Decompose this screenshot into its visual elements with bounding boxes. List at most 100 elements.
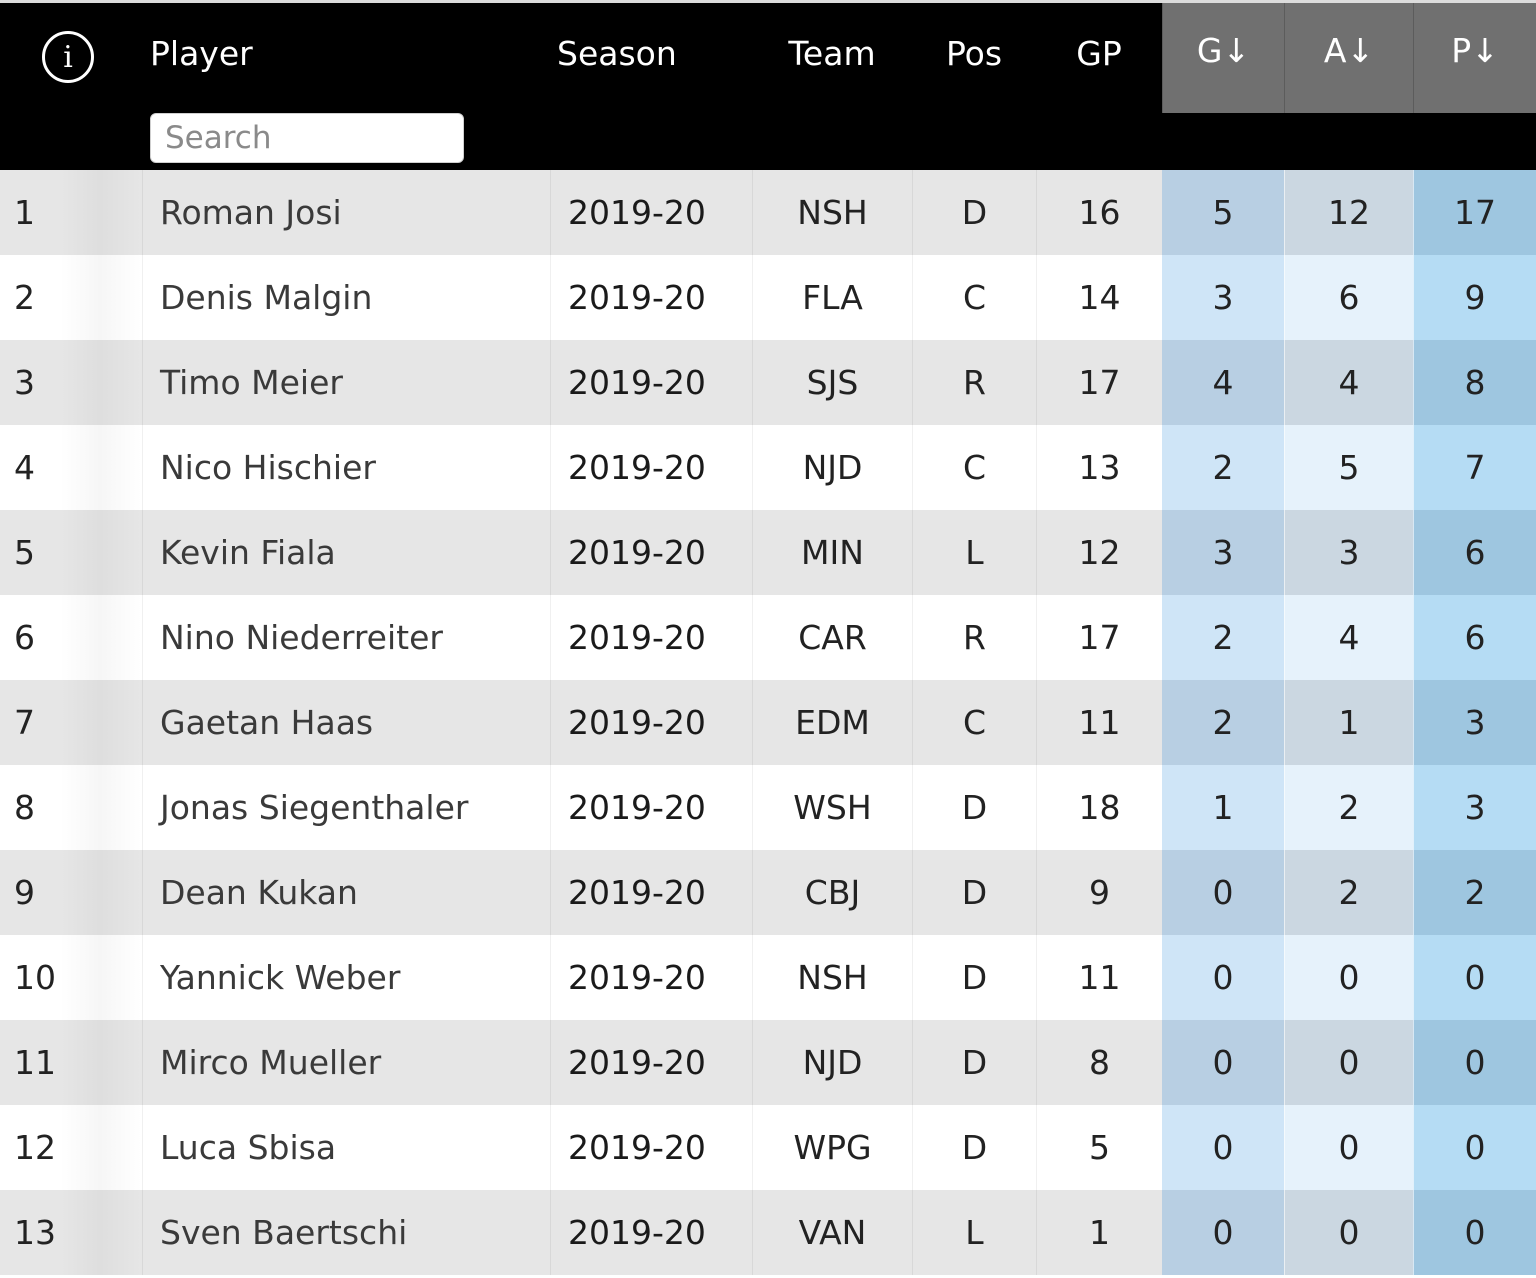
assists-cell: 0 (1284, 1190, 1413, 1275)
rank-cell: 11 (14, 1043, 56, 1082)
rank-shade (0, 680, 142, 765)
player-name-cell: Roman Josi (142, 170, 550, 255)
games-played-cell: 5 (1036, 1105, 1162, 1190)
season-cell: 2019-20 (550, 850, 752, 935)
team-cell: NSH (752, 170, 912, 255)
season-cell: 2019-20 (550, 1190, 752, 1275)
rank-shade (0, 340, 142, 425)
player-search-input[interactable] (150, 113, 464, 163)
table-row[interactable]: 3 Timo Meier 2019-20 SJS R 17 4 4 8 (0, 340, 1536, 425)
games-played-cell: 17 (1036, 340, 1162, 425)
goals-cell: 0 (1162, 1105, 1284, 1190)
rank-cell: 9 (14, 873, 35, 912)
player-name-cell: Sven Baertschi (142, 1190, 550, 1275)
rank-shade (0, 935, 142, 1020)
player-name-cell: Dean Kukan (142, 850, 550, 935)
rank-shade (0, 1105, 142, 1190)
rank-shade (0, 850, 142, 935)
table-body: 1 Roman Josi 2019-20 NSH D 16 5 12 17 2 Denis Malg… (0, 170, 1536, 1275)
season-cell: 2019-20 (550, 255, 752, 340)
position-cell: R (912, 340, 1036, 425)
rank-shade (0, 510, 142, 595)
assists-cell: 1 (1284, 680, 1413, 765)
position-cell: D (912, 1020, 1036, 1105)
column-header-season[interactable]: Season (557, 33, 677, 73)
position-cell: L (912, 510, 1036, 595)
rank-cell: 13 (14, 1213, 56, 1252)
player-name-cell: Luca Sbisa (142, 1105, 550, 1190)
table-row[interactable]: 12 Luca Sbisa 2019-20 WPG D 5 0 0 0 (0, 1105, 1536, 1190)
position-cell: D (912, 1105, 1036, 1190)
position-cell: C (912, 680, 1036, 765)
rank-shade (0, 1190, 142, 1275)
assists-cell: 3 (1284, 510, 1413, 595)
rank-shade (0, 170, 142, 255)
season-cell: 2019-20 (550, 765, 752, 850)
table-row[interactable]: 9 Dean Kukan 2019-20 CBJ D 9 0 2 2 (0, 850, 1536, 935)
position-cell: R (912, 595, 1036, 680)
player-name-cell: Yannick Weber (142, 935, 550, 1020)
assists-cell: 0 (1284, 1105, 1413, 1190)
table-row[interactable]: 1 Roman Josi 2019-20 NSH D 16 5 12 17 (0, 170, 1536, 255)
team-cell: CAR (752, 595, 912, 680)
points-cell: 7 (1413, 425, 1536, 510)
games-played-cell: 16 (1036, 170, 1162, 255)
column-header-goals-sort[interactable]: G↓ (1162, 3, 1284, 113)
table-row[interactable]: 4 Nico Hischier 2019-20 NJD C 13 2 5 7 (0, 425, 1536, 510)
rank-shade (0, 255, 142, 340)
column-header-gp[interactable]: GP (1076, 33, 1122, 73)
team-cell: VAN (752, 1190, 912, 1275)
rank-cell: 12 (14, 1128, 56, 1167)
goals-cell: 3 (1162, 255, 1284, 340)
season-cell: 2019-20 (550, 935, 752, 1020)
position-cell: L (912, 1190, 1036, 1275)
table-row[interactable]: 2 Denis Malgin 2019-20 FLA C 14 3 6 9 (0, 255, 1536, 340)
player-name-cell: Mirco Mueller (142, 1020, 550, 1105)
table-row[interactable]: 6 Nino Niederreiter 2019-20 CAR R 17 2 4 6 (0, 595, 1536, 680)
player-name-cell: Denis Malgin (142, 255, 550, 340)
table-row[interactable]: 5 Kevin Fiala 2019-20 MIN L 12 3 3 6 (0, 510, 1536, 595)
games-played-cell: 12 (1036, 510, 1162, 595)
position-cell: D (912, 850, 1036, 935)
points-cell: 9 (1413, 255, 1536, 340)
column-header-player[interactable]: Player (150, 33, 253, 73)
points-cell: 6 (1413, 595, 1536, 680)
rank-shade (0, 1020, 142, 1105)
points-cell: 0 (1413, 1020, 1536, 1105)
team-cell: SJS (752, 340, 912, 425)
season-cell: 2019-20 (550, 510, 752, 595)
player-name-cell: Kevin Fiala (142, 510, 550, 595)
info-icon[interactable]: i (42, 31, 94, 83)
season-cell: 2019-20 (550, 595, 752, 680)
points-cell: 0 (1413, 1190, 1536, 1275)
rank-cell: 6 (14, 618, 35, 657)
goals-cell: 0 (1162, 1190, 1284, 1275)
column-header-points-sort[interactable]: P↓ (1413, 3, 1536, 113)
player-name-cell: Gaetan Haas (142, 680, 550, 765)
assists-cell: 0 (1284, 1020, 1413, 1105)
table-row[interactable]: 10 Yannick Weber 2019-20 NSH D 11 0 0 0 (0, 935, 1536, 1020)
column-header-pos[interactable]: Pos (945, 33, 1003, 73)
table-row[interactable]: 8 Jonas Siegenthaler 2019-20 WSH D 18 1 2 3 (0, 765, 1536, 850)
rank-cell: 4 (14, 448, 35, 487)
team-cell: WSH (752, 765, 912, 850)
table-row[interactable]: 7 Gaetan Haas 2019-20 EDM C 11 2 1 3 (0, 680, 1536, 765)
table-row[interactable]: 13 Sven Baertschi 2019-20 VAN L 1 0 0 0 (0, 1190, 1536, 1275)
column-header-team[interactable]: Team (788, 33, 876, 73)
goals-cell: 5 (1162, 170, 1284, 255)
team-cell: WPG (752, 1105, 912, 1190)
column-header-assists-sort[interactable]: A↓ (1284, 3, 1413, 113)
position-cell: D (912, 765, 1036, 850)
games-played-cell: 9 (1036, 850, 1162, 935)
team-cell: FLA (752, 255, 912, 340)
assists-cell: 2 (1284, 850, 1413, 935)
season-cell: 2019-20 (550, 170, 752, 255)
table-row[interactable]: 11 Mirco Mueller 2019-20 NJD D 8 0 0 0 (0, 1020, 1536, 1105)
player-name-cell: Nico Hischier (142, 425, 550, 510)
goals-cell: 3 (1162, 510, 1284, 595)
position-cell: D (912, 935, 1036, 1020)
team-cell: CBJ (752, 850, 912, 935)
rank-cell: 10 (14, 958, 56, 997)
points-cell: 0 (1413, 935, 1536, 1020)
player-name-cell: Jonas Siegenthaler (142, 765, 550, 850)
